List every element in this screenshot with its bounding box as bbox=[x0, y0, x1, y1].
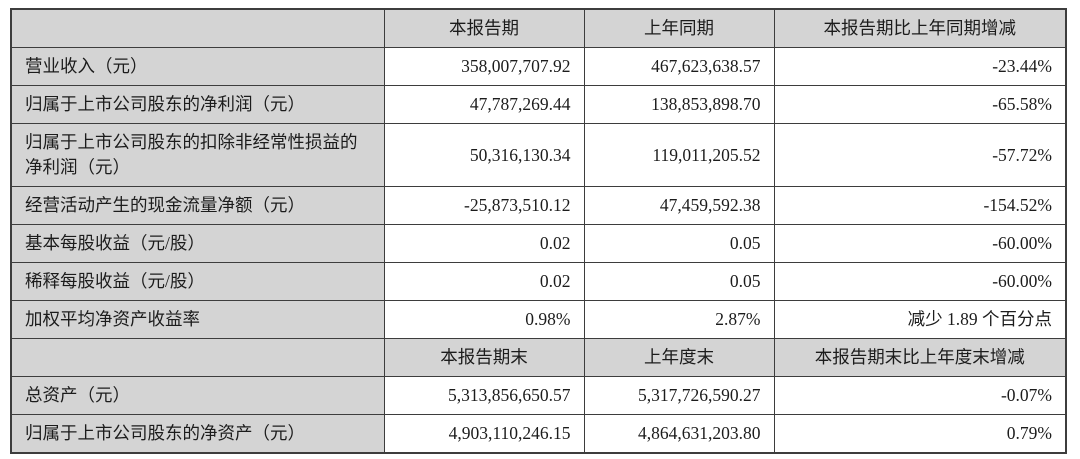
value-prior: 47,459,592.38 bbox=[583, 186, 775, 225]
value-current: 4,903,110,246.15 bbox=[383, 414, 585, 454]
metric-label: 基本每股收益（元/股） bbox=[10, 224, 385, 263]
header-prior-year-end: 上年度末 bbox=[583, 338, 775, 377]
table-row: 总资产（元） 5,313,856,650.57 5,317,726,590.27… bbox=[10, 376, 1067, 415]
value-current: -25,873,510.12 bbox=[383, 186, 585, 225]
value-current: 0.02 bbox=[383, 224, 585, 263]
value-change: -57.72% bbox=[773, 123, 1067, 187]
value-current: 0.98% bbox=[383, 300, 585, 339]
metric-label: 归属于上市公司股东的扣除非经常性损益的净利润（元） bbox=[10, 123, 385, 187]
table-row: 稀释每股收益（元/股） 0.02 0.05 -60.00% bbox=[10, 262, 1067, 301]
value-change: -60.00% bbox=[773, 224, 1067, 263]
header-metric-blank bbox=[10, 338, 385, 377]
value-prior: 467,623,638.57 bbox=[583, 47, 775, 86]
value-change: -154.52% bbox=[773, 186, 1067, 225]
metric-label: 总资产（元） bbox=[10, 376, 385, 415]
metric-label: 稀释每股收益（元/股） bbox=[10, 262, 385, 301]
value-change: -60.00% bbox=[773, 262, 1067, 301]
value-change: 减少 1.89 个百分点 bbox=[773, 300, 1067, 339]
value-change: -0.07% bbox=[773, 376, 1067, 415]
value-current: 0.02 bbox=[383, 262, 585, 301]
value-prior: 119,011,205.52 bbox=[583, 123, 775, 187]
table-row: 归属于上市公司股东的净资产（元） 4,903,110,246.15 4,864,… bbox=[10, 414, 1067, 454]
value-prior: 138,853,898.70 bbox=[583, 85, 775, 124]
metric-label: 归属于上市公司股东的净利润（元） bbox=[10, 85, 385, 124]
financial-summary: 本报告期 上年同期 本报告期比上年同期增减 营业收入（元） 358,007,70… bbox=[10, 8, 1067, 454]
value-current: 5,313,856,650.57 bbox=[383, 376, 585, 415]
header-endpoint-change: 本报告期末比上年度末增减 bbox=[773, 338, 1067, 377]
metric-label: 营业收入（元） bbox=[10, 47, 385, 86]
financial-summary-table: 本报告期 上年同期 本报告期比上年同期增减 营业收入（元） 358,007,70… bbox=[10, 8, 1067, 454]
period-header-row: 本报告期 上年同期 本报告期比上年同期增减 bbox=[10, 8, 1067, 48]
value-prior: 0.05 bbox=[583, 224, 775, 263]
value-change: 0.79% bbox=[773, 414, 1067, 454]
value-prior: 2.87% bbox=[583, 300, 775, 339]
value-change: -23.44% bbox=[773, 47, 1067, 86]
table-row: 营业收入（元） 358,007,707.92 467,623,638.57 -2… bbox=[10, 47, 1067, 86]
value-prior: 5,317,726,590.27 bbox=[583, 376, 775, 415]
header-prior-period: 上年同期 bbox=[583, 8, 775, 48]
value-change: -65.58% bbox=[773, 85, 1067, 124]
table-row: 归属于上市公司股东的扣除非经常性损益的净利润（元） 50,316,130.34 … bbox=[10, 123, 1067, 187]
value-prior: 0.05 bbox=[583, 262, 775, 301]
table-row: 归属于上市公司股东的净利润（元） 47,787,269.44 138,853,8… bbox=[10, 85, 1067, 124]
table-row: 基本每股收益（元/股） 0.02 0.05 -60.00% bbox=[10, 224, 1067, 263]
metric-label: 加权平均净资产收益率 bbox=[10, 300, 385, 339]
endpoint-header-row: 本报告期末 上年度末 本报告期末比上年度末增减 bbox=[10, 338, 1067, 377]
value-current: 47,787,269.44 bbox=[383, 85, 585, 124]
value-current: 50,316,130.34 bbox=[383, 123, 585, 187]
value-prior: 4,864,631,203.80 bbox=[583, 414, 775, 454]
table-row: 经营活动产生的现金流量净额（元） -25,873,510.12 47,459,5… bbox=[10, 186, 1067, 225]
metric-label: 经营活动产生的现金流量净额（元） bbox=[10, 186, 385, 225]
value-current: 358,007,707.92 bbox=[383, 47, 585, 86]
header-metric-blank bbox=[10, 8, 385, 48]
header-current-period: 本报告期 bbox=[383, 8, 585, 48]
header-current-period-end: 本报告期末 bbox=[383, 338, 585, 377]
metric-label: 归属于上市公司股东的净资产（元） bbox=[10, 414, 385, 454]
header-period-change: 本报告期比上年同期增减 bbox=[773, 8, 1067, 48]
table-row: 加权平均净资产收益率 0.98% 2.87% 减少 1.89 个百分点 bbox=[10, 300, 1067, 339]
